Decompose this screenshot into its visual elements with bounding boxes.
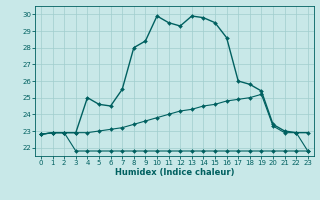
X-axis label: Humidex (Indice chaleur): Humidex (Indice chaleur) xyxy=(115,168,234,177)
